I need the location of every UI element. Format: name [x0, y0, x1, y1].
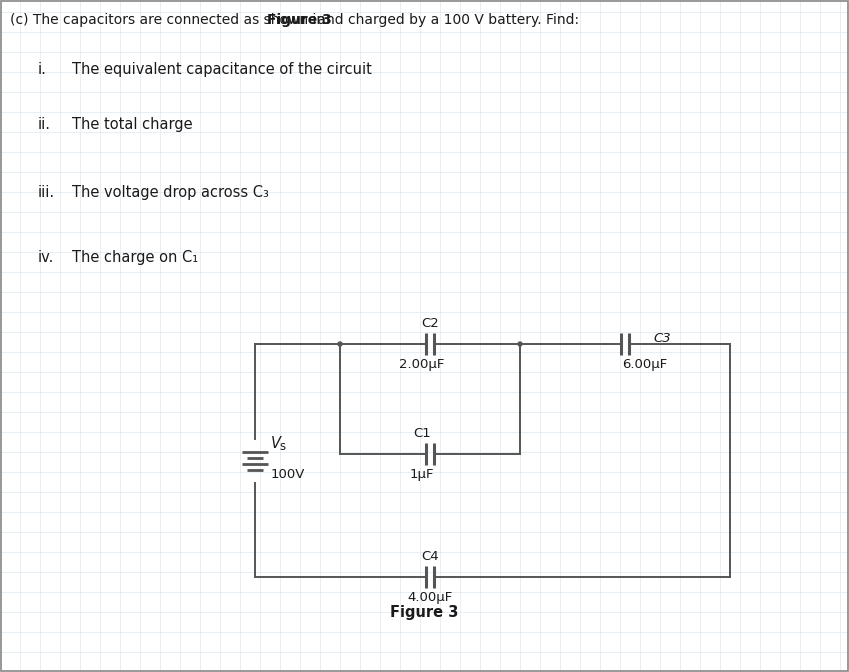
Text: and charged by a 100 V battery. Find:: and charged by a 100 V battery. Find: [313, 13, 579, 27]
Text: 2.00μF: 2.00μF [399, 358, 445, 371]
Text: (c) The capacitors are connected as shown in: (c) The capacitors are connected as show… [10, 13, 329, 27]
Text: The charge on C₁: The charge on C₁ [72, 250, 198, 265]
Text: 6.00μF: 6.00μF [622, 358, 667, 371]
Text: The total charge: The total charge [72, 117, 193, 132]
Text: Figure 3: Figure 3 [390, 605, 458, 620]
Text: Figure 3: Figure 3 [267, 13, 332, 27]
Text: iii.: iii. [38, 185, 55, 200]
Text: C4: C4 [421, 550, 439, 563]
Text: iv.: iv. [38, 250, 54, 265]
Text: ii.: ii. [38, 117, 51, 132]
Circle shape [518, 342, 522, 346]
Text: C3: C3 [653, 332, 671, 345]
Text: V: V [271, 435, 281, 450]
Text: C1: C1 [413, 427, 431, 440]
Circle shape [338, 342, 342, 346]
Text: The equivalent capacitance of the circuit: The equivalent capacitance of the circui… [72, 62, 372, 77]
Text: 100V: 100V [271, 468, 306, 482]
Text: i.: i. [38, 62, 47, 77]
Text: 4.00μF: 4.00μF [408, 591, 453, 604]
Text: C2: C2 [421, 317, 439, 330]
Text: 1μF: 1μF [410, 468, 434, 481]
Text: s: s [279, 439, 285, 452]
Text: The voltage drop across C₃: The voltage drop across C₃ [72, 185, 269, 200]
